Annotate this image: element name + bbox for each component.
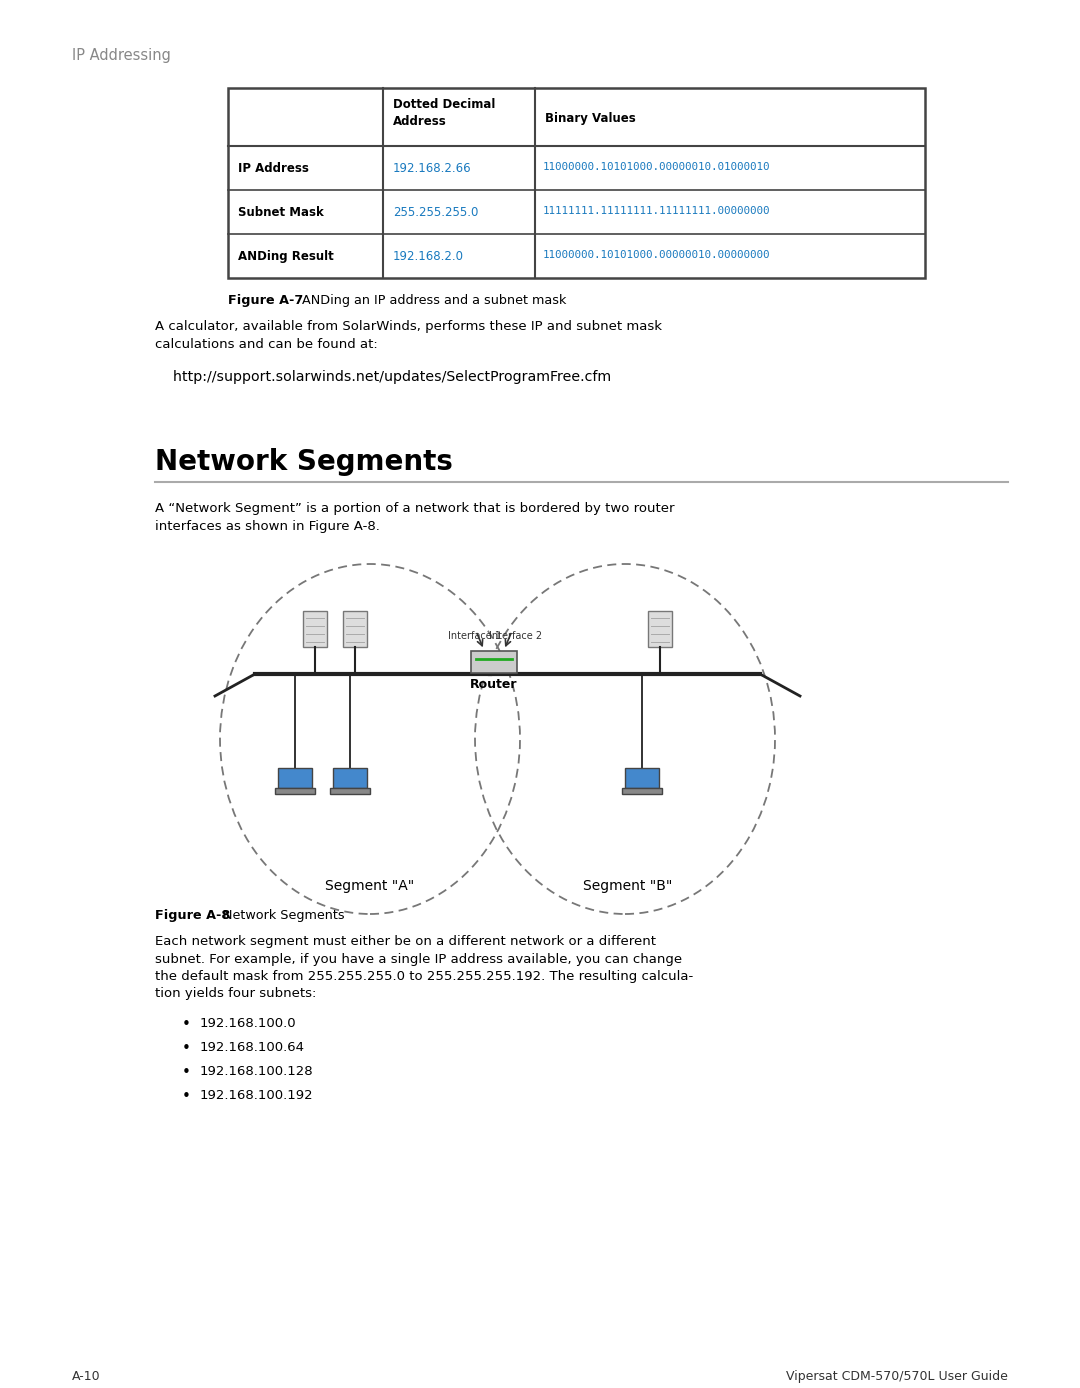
Bar [228,87,924,278]
Bar [622,788,662,794]
Text: •: • [183,1041,191,1056]
Text: 192.168.2.0: 192.168.2.0 [393,250,464,262]
Text: IP Address: IP Address [238,162,309,175]
Text: A-10: A-10 [72,1370,100,1382]
Text: ANDing Result: ANDing Result [238,250,334,262]
Text: Binary Values: Binary Values [545,112,636,125]
Text: •: • [183,1090,191,1103]
Text: 192.168.100.192: 192.168.100.192 [200,1090,313,1102]
Bar [303,611,327,647]
Text: A “Network Segment” is a portion of a network that is bordered by two router
int: A “Network Segment” is a portion of a ne… [156,502,675,533]
Bar [343,611,367,647]
Text: 192.168.100.0: 192.168.100.0 [200,1017,297,1030]
Bar [648,611,672,647]
Text: http://support.solarwinds.net/updates/SelectProgramFree.cfm: http://support.solarwinds.net/updates/Se… [156,371,611,384]
Text: 11000000.10101000.00000010.00000000: 11000000.10101000.00000010.00000000 [543,250,770,260]
Text: Segment "B": Segment "B" [583,879,673,892]
Text: Figure A-7: Figure A-7 [228,294,303,307]
Text: Vipersat CDM-570/570L User Guide: Vipersat CDM-570/570L User Guide [786,1370,1008,1382]
Bar [278,768,312,788]
Text: •: • [183,1065,191,1080]
Text: ANDing an IP address and a subnet mask: ANDing an IP address and a subnet mask [291,294,566,307]
Text: 11111111.11111111.11111111.00000000: 11111111.11111111.11111111.00000000 [543,205,770,217]
Text: 192.168.100.128: 192.168.100.128 [200,1065,313,1078]
Text: 11000000.10101000.00000010.01000010: 11000000.10101000.00000010.01000010 [543,162,770,172]
Text: Dotted Decimal
Address: Dotted Decimal Address [393,99,496,128]
Text: Router: Router [470,677,517,691]
Text: Network Segments: Network Segments [156,448,453,476]
Text: •: • [183,1017,191,1033]
Bar [471,651,517,673]
Bar [330,788,370,794]
Text: 192.168.2.66: 192.168.2.66 [393,162,472,175]
Bar [275,788,315,794]
Text: A calculator, available from SolarWinds, performs these IP and subnet mask
calcu: A calculator, available from SolarWinds,… [156,321,662,351]
Text: IP Addressing: IP Addressing [72,49,171,62]
Text: Network Segments: Network Segments [215,909,345,922]
Bar [333,768,367,788]
Text: Interface 2: Interface 2 [489,632,542,641]
Text: Interface 1: Interface 1 [447,632,500,641]
Text: Subnet Mask: Subnet Mask [238,205,324,219]
Text: Figure A-8: Figure A-8 [156,909,230,922]
Bar [625,768,659,788]
Text: 192.168.100.64: 192.168.100.64 [200,1041,305,1053]
Text: Segment "A": Segment "A" [325,879,415,892]
Text: Each network segment must either be on a different network or a different
subnet: Each network segment must either be on a… [156,936,693,1001]
Text: 255.255.255.0: 255.255.255.0 [393,205,478,219]
